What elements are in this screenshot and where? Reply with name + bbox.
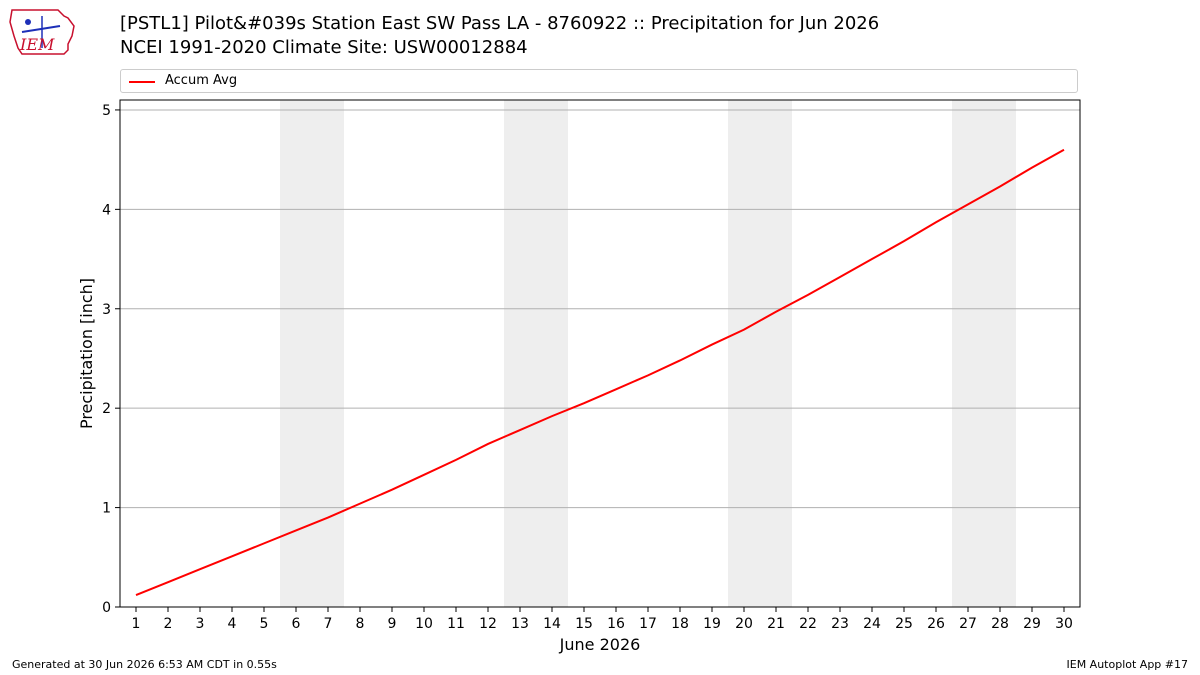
chart-title-line1: [PSTL1] Pilot&#039s Station East SW Pass… xyxy=(120,13,880,34)
x-tick-label: 26 xyxy=(927,616,945,632)
x-tick-label: 1 xyxy=(132,616,141,632)
x-tick-label: 21 xyxy=(767,616,785,632)
y-tick-label: 2 xyxy=(102,401,111,417)
x-tick-label: 29 xyxy=(1023,616,1041,632)
x-tick-label: 22 xyxy=(799,616,817,632)
x-tick-label: 12 xyxy=(479,616,497,632)
x-tick-label: 2 xyxy=(164,616,173,632)
y-tick-label: 4 xyxy=(102,202,111,218)
y-axis-label: Precipitation [inch] xyxy=(77,278,96,429)
x-tick-label: 3 xyxy=(196,616,205,632)
x-tick-label: 24 xyxy=(863,616,881,632)
x-tick-label: 9 xyxy=(388,616,397,632)
x-tick-label: 17 xyxy=(639,616,657,632)
legend-label: Accum Avg xyxy=(165,73,238,88)
y-tick-label: 3 xyxy=(102,302,111,318)
x-tick-label: 23 xyxy=(831,616,849,632)
x-tick-label: 18 xyxy=(671,616,689,632)
x-tick-label: 20 xyxy=(735,616,753,632)
footer-generated: Generated at 30 Jun 2026 6:53 AM CDT in … xyxy=(12,658,277,671)
x-tick-label: 15 xyxy=(575,616,593,632)
footer-app: IEM Autoplot App #17 xyxy=(1066,658,1189,671)
iem-logo-text: IEM xyxy=(19,35,55,54)
x-tick-label: 8 xyxy=(356,616,365,632)
chart-title: [PSTL1] Pilot&#039s Station East SW Pass… xyxy=(120,12,879,60)
x-tick-label: 7 xyxy=(324,616,333,632)
chart-title-line2: NCEI 1991-2020 Climate Site: USW00012884 xyxy=(120,37,528,58)
weekend-band xyxy=(504,100,568,607)
x-tick-label: 25 xyxy=(895,616,913,632)
x-tick-label: 5 xyxy=(260,616,269,632)
x-tick-label: 6 xyxy=(292,616,301,632)
x-tick-label: 27 xyxy=(959,616,977,632)
x-tick-label: 4 xyxy=(228,616,237,632)
weekend-band xyxy=(952,100,1016,607)
x-tick-label: 19 xyxy=(703,616,721,632)
x-tick-label: 30 xyxy=(1055,616,1073,632)
x-tick-label: 10 xyxy=(415,616,433,632)
y-tick-label: 0 xyxy=(102,600,111,616)
y-tick-label: 5 xyxy=(102,103,111,119)
x-tick-label: 14 xyxy=(543,616,561,632)
iem-logo: IEM xyxy=(9,9,75,55)
chart-legend: Accum Avg xyxy=(120,69,1078,93)
legend-swatch xyxy=(129,81,155,83)
x-tick-label: 11 xyxy=(447,616,465,632)
plot-frame xyxy=(119,99,1081,608)
weekend-band xyxy=(280,100,344,607)
x-tick-label: 13 xyxy=(511,616,529,632)
x-tick-label: 28 xyxy=(991,616,1009,632)
x-tick-label: 16 xyxy=(607,616,625,632)
x-axis-label: June 2026 xyxy=(559,635,641,654)
y-tick-label: 1 xyxy=(102,501,111,517)
series-line-accum-avg xyxy=(135,148,1065,596)
weekend-band xyxy=(728,100,792,607)
